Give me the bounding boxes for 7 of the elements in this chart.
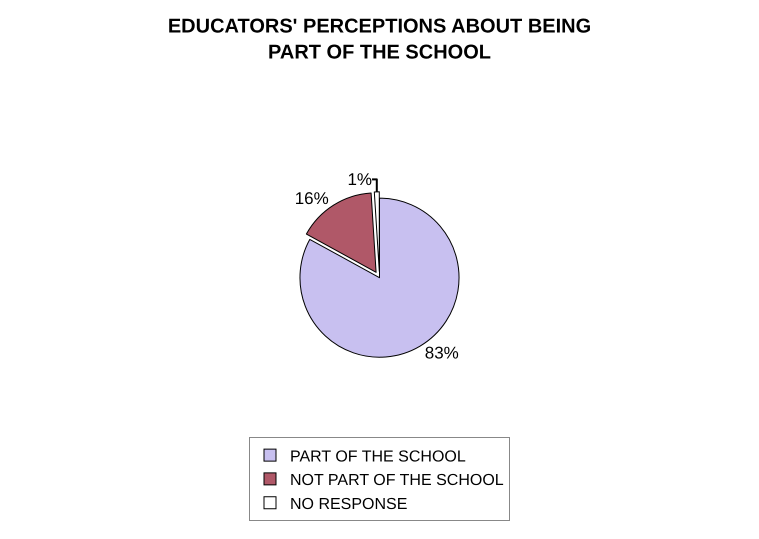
legend-label: NOT PART OF THE SCHOOL: [290, 472, 504, 490]
chart-title: EDUCATORS' PERCEPTIONS ABOUT BEING PART OF THE SCHOOL: [168, 15, 592, 64]
data-label: 83%: [424, 344, 459, 363]
legend-label: PART OF THE SCHOOL: [290, 448, 466, 466]
legend-label: NO RESPONSE: [290, 496, 408, 513]
data-label: 16%: [294, 188, 329, 208]
data-label: 1%: [347, 170, 372, 189]
